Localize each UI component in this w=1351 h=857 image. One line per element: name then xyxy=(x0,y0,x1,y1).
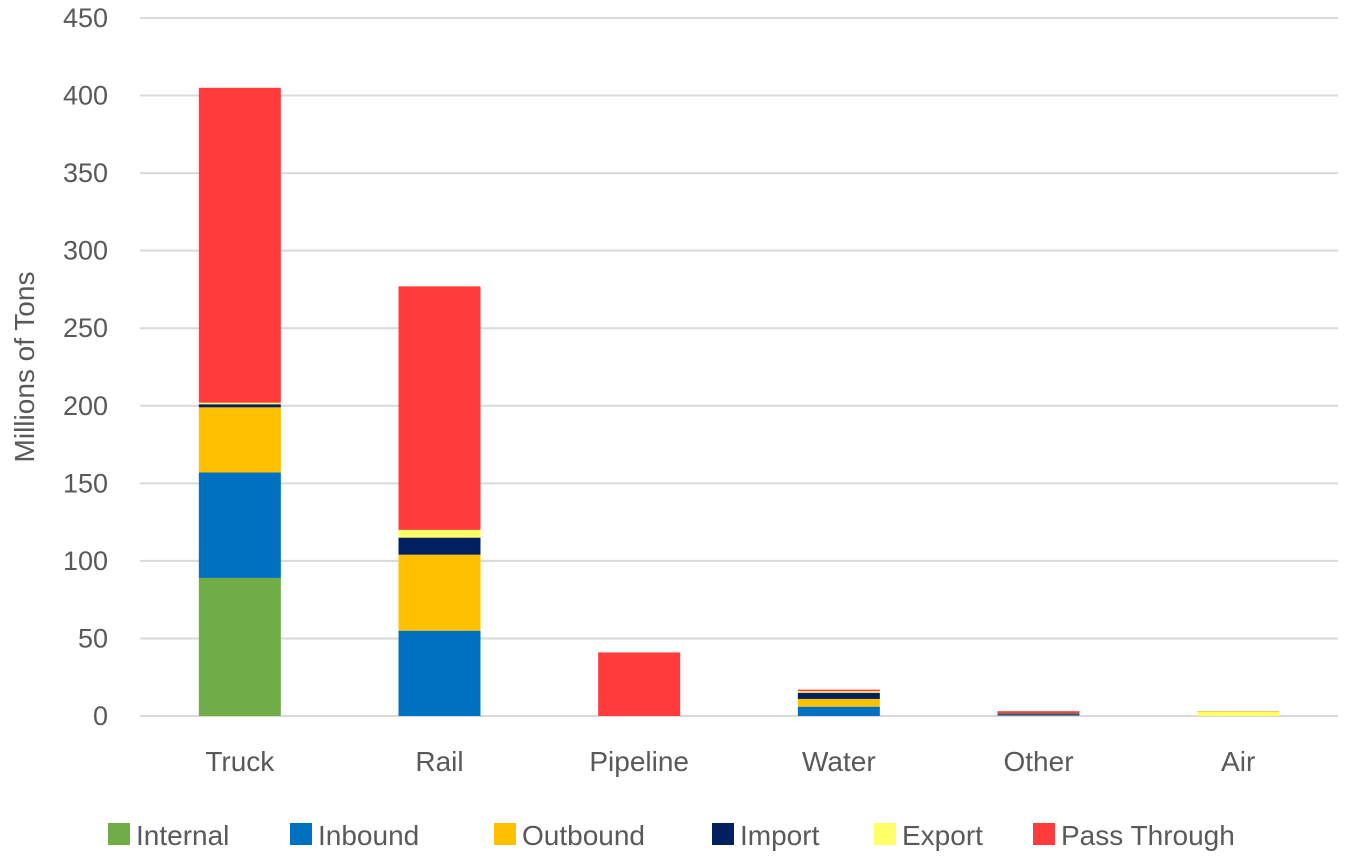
legend-swatch xyxy=(712,823,734,845)
x-category-label: Air xyxy=(1221,746,1255,777)
bar-truck-internal xyxy=(199,578,281,716)
bar-other-import xyxy=(998,714,1080,715)
x-category-label: Other xyxy=(1003,746,1073,777)
y-tick-label: 250 xyxy=(63,313,108,343)
x-axis-category-labels: Truck Rail Pipeline Water Other Air xyxy=(205,746,1255,777)
legend-swatch xyxy=(494,823,516,845)
bar-truck-import xyxy=(199,404,281,407)
legend-label: Inbound xyxy=(318,820,419,851)
y-tick-label: 300 xyxy=(63,236,108,266)
legend-swatch xyxy=(874,823,896,845)
x-category-label: Truck xyxy=(205,746,275,777)
legend-label: Internal xyxy=(136,820,229,851)
bar-rail-export xyxy=(399,530,481,538)
gridlines xyxy=(140,18,1338,716)
y-axis-title: Millions of Tons xyxy=(9,272,40,463)
bar-water-export xyxy=(798,691,880,693)
x-category-label: Rail xyxy=(415,746,463,777)
y-tick-label: 200 xyxy=(63,391,108,421)
bar-truck-inbound xyxy=(199,472,281,577)
y-axis-tick-labels: 0 50 100 150 200 250 300 350 400 450 xyxy=(63,3,108,731)
bar-other-inbound xyxy=(998,715,1080,716)
bar-water-import xyxy=(798,693,880,699)
bar-truck-outbound xyxy=(199,407,281,472)
bar-pipeline-pass-through xyxy=(598,652,680,716)
y-tick-label: 50 xyxy=(78,623,108,653)
legend-label: Outbound xyxy=(522,820,645,851)
bar-rail-inbound xyxy=(399,631,481,716)
x-category-label: Water xyxy=(802,746,876,777)
y-tick-label: 400 xyxy=(63,81,108,111)
legend-label: Export xyxy=(902,820,983,851)
x-category-label: Pipeline xyxy=(589,746,689,777)
y-tick-label: 150 xyxy=(63,468,108,498)
bar-water-inbound xyxy=(798,707,880,716)
bar-rail-pass-through xyxy=(399,286,481,530)
bar-rail-outbound xyxy=(399,555,481,631)
bar-truck-export xyxy=(199,403,281,405)
bars xyxy=(199,88,1279,716)
bar-other-pass-through xyxy=(998,711,1080,713)
legend-swatch xyxy=(108,823,130,845)
bar-air-export xyxy=(1197,711,1279,716)
y-tick-label: 450 xyxy=(63,3,108,33)
bar-rail-import xyxy=(399,538,481,555)
legend-label: Import xyxy=(740,820,820,851)
bar-truck-pass-through xyxy=(199,88,281,403)
y-tick-label: 0 xyxy=(93,701,108,731)
legend: Internal Inbound Outbound Import Export Pass … xyxy=(108,820,1235,851)
y-tick-label: 100 xyxy=(63,546,108,576)
bar-water-outbound xyxy=(798,699,880,707)
y-tick-label: 350 xyxy=(63,158,108,188)
legend-swatch xyxy=(290,823,312,845)
bar-water-pass-through xyxy=(798,690,880,692)
legend-swatch xyxy=(1033,823,1055,845)
legend-label: Pass Through xyxy=(1061,820,1235,851)
